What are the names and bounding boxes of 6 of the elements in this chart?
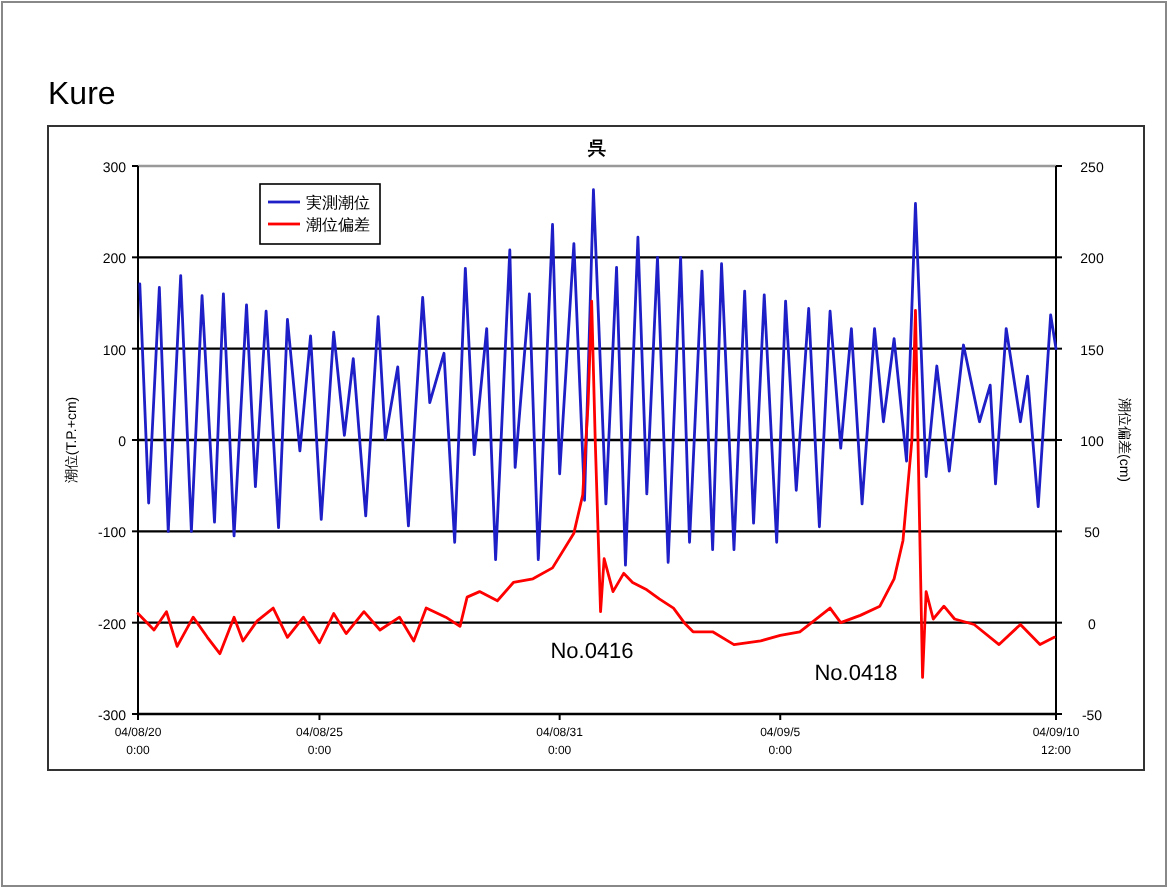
chart-title: Kure <box>48 78 116 112</box>
annotation: No.0416 <box>550 640 634 664</box>
annotation: No.0418 <box>814 662 898 686</box>
legend-label: 実測潮位 <box>306 194 370 212</box>
legend-label: 潮位偏差 <box>306 216 370 234</box>
chart-subtitle: 呉 <box>586 138 606 158</box>
